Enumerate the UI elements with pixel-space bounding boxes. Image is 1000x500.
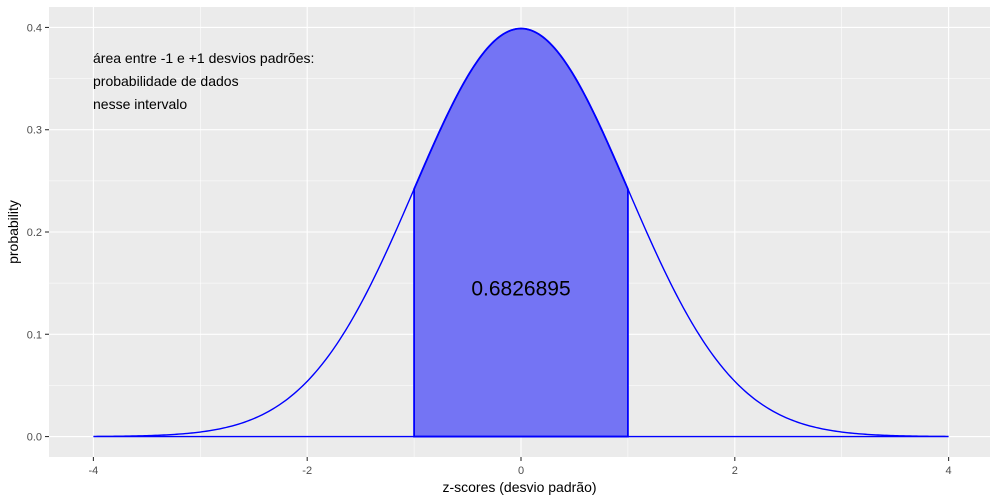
y-tick-label: 0.0	[27, 432, 42, 444]
annotation-line: área entre -1 e +1 desvios padrões:	[93, 50, 314, 66]
x-tick-label: 0	[518, 465, 524, 477]
density-curve	[93, 27, 949, 438]
annotation-block: área entre -1 e +1 desvios padrões: prob…	[93, 50, 314, 112]
annotation-line: probabilidade de dados	[93, 73, 239, 89]
y-axis: 0.0 0.1 0.2 0.3 0.4	[27, 22, 49, 444]
x-tick-label: 2	[732, 465, 738, 477]
annotation-line: nesse intervalo	[93, 96, 187, 112]
x-axis-title: z-scores (desvio padrão)	[442, 479, 596, 495]
x-tick-label: -4	[89, 465, 99, 477]
y-tick-label: 0.4	[27, 22, 42, 34]
x-tick-label: -2	[302, 465, 312, 477]
area-value-label: 0.6826895	[471, 277, 570, 300]
y-tick-label: 0.2	[27, 227, 42, 239]
y-axis-title: probability	[5, 200, 21, 264]
y-tick-label: 0.3	[27, 125, 42, 137]
y-tick-label: 0.1	[27, 329, 42, 341]
x-tick-label: 4	[946, 465, 952, 477]
x-axis: -4 -2 0 2 4	[89, 457, 952, 477]
